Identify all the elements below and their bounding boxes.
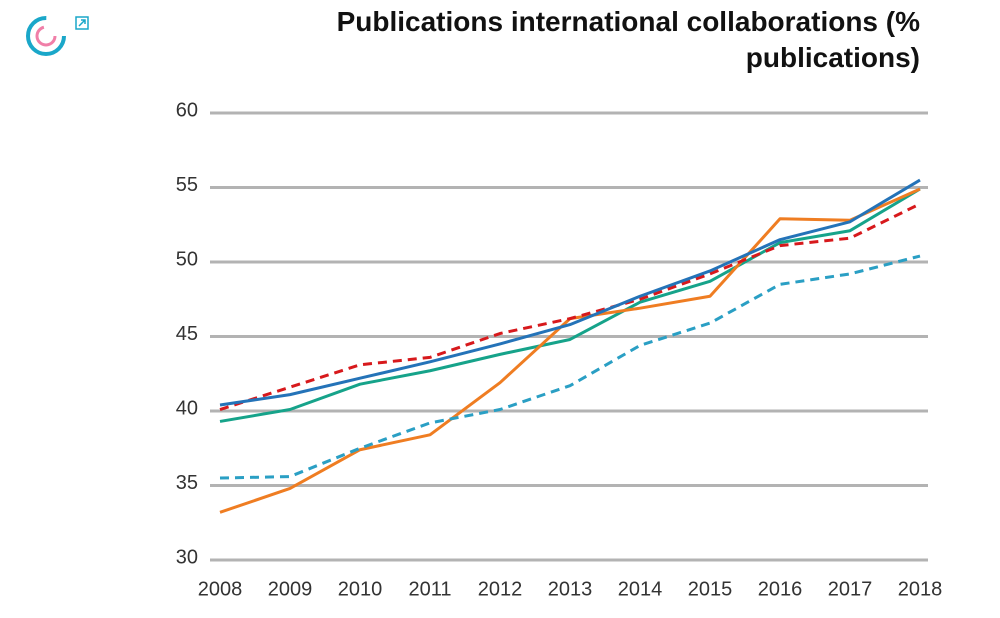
x-tick-label: 2009 [268, 578, 313, 600]
y-tick-label: 45 [176, 323, 198, 345]
x-tick-label: 2012 [478, 578, 523, 600]
series-line [219, 187, 921, 423]
x-tick-label: 2008 [198, 578, 243, 600]
y-tick-label: 30 [176, 546, 198, 568]
x-tick-label: 2010 [338, 578, 383, 600]
x-tick-label: 2015 [688, 578, 733, 600]
x-tick-label: 2016 [758, 578, 803, 600]
x-tick-label: 2011 [408, 578, 451, 600]
series-line [219, 202, 921, 411]
series-line [219, 254, 921, 480]
x-tick-label: 2018 [898, 578, 943, 600]
x-tick-label: 2017 [828, 578, 873, 600]
x-tick-label: 2014 [618, 578, 663, 600]
y-tick-label: 50 [176, 248, 198, 270]
y-tick-label: 35 [176, 472, 198, 494]
y-tick-label: 55 [176, 174, 198, 196]
x-tick-label: 2013 [548, 578, 593, 600]
logo [26, 16, 89, 56]
series-line [219, 178, 921, 407]
y-tick-label: 40 [176, 397, 198, 419]
y-tick-label: 60 [176, 99, 198, 121]
chart-title: Publications international collaboration… [336, 6, 920, 73]
